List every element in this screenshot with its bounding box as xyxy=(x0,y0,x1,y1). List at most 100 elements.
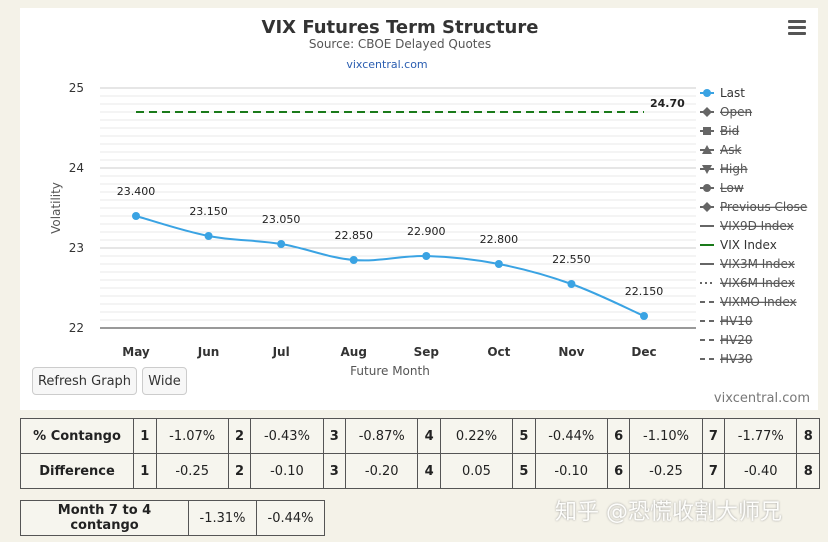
month-number: 7 xyxy=(701,453,726,489)
month-contango-table: Month 7 to 4 contango -1.31% -0.44% xyxy=(20,500,325,536)
last-data-label: 23.050 xyxy=(262,213,301,226)
legend-item[interactable]: High xyxy=(700,162,748,176)
month-number: 8 xyxy=(796,418,820,454)
month-contango-value: -1.31% xyxy=(188,500,257,536)
month-number: 6 xyxy=(606,418,631,454)
legend-label: Bid xyxy=(720,124,739,138)
legend-item[interactable]: Ask xyxy=(700,143,741,157)
last-data-point[interactable] xyxy=(640,312,648,320)
legend: Last Open Bid Ask High Low Previous Close VIX9D… xyxy=(700,86,807,366)
last-data-label: 22.150 xyxy=(625,285,664,298)
legend-item[interactable]: Low xyxy=(700,181,744,195)
y-axis-title: Volatility xyxy=(49,182,63,234)
x-axis-title: Future Month xyxy=(350,364,430,378)
last-data-label: 22.550 xyxy=(552,253,591,266)
legend-item[interactable]: Bid xyxy=(700,124,739,138)
contango-value: -1.77% xyxy=(724,418,798,454)
legend-label: Previous Close xyxy=(720,200,807,214)
vix-index-label: 24.70 xyxy=(650,97,685,110)
difference-value: -0.25 xyxy=(155,453,229,489)
legend-label: Ask xyxy=(720,143,741,157)
last-data-label: 22.800 xyxy=(480,233,519,246)
month-number: 4 xyxy=(417,418,441,454)
legend-label: HV20 xyxy=(720,333,753,347)
month-contango-label: Month 7 to 4 contango xyxy=(20,500,189,536)
month-number: 5 xyxy=(512,418,536,454)
legend-item[interactable]: HV20 xyxy=(700,333,753,347)
legend-marker xyxy=(702,165,712,174)
legend-label: High xyxy=(720,162,748,176)
legend-item[interactable]: VIX9D Index xyxy=(700,219,794,233)
legend-label: VIX3M Index xyxy=(720,257,795,271)
last-data-point[interactable] xyxy=(204,232,213,240)
legend-item[interactable]: HV30 xyxy=(700,352,753,366)
legend-label: VIX9D Index xyxy=(720,219,794,233)
legend-marker xyxy=(703,184,711,192)
month-contango-row: Month 7 to 4 contango -1.31% -0.44% xyxy=(20,500,325,536)
contango-value: -0.43% xyxy=(250,418,324,454)
x-tick-label: Jun xyxy=(197,345,220,359)
y-tick-label: 25 xyxy=(69,81,84,95)
contango-value: -1.10% xyxy=(629,418,703,454)
legend-label: HV10 xyxy=(720,314,753,328)
legend-item[interactable]: Last xyxy=(700,86,745,100)
legend-label: VIX Index xyxy=(720,238,777,252)
legend-item[interactable]: Open xyxy=(700,105,752,119)
chart-title: VIX Futures Term Structure xyxy=(262,17,539,38)
x-tick-label: Dec xyxy=(631,345,656,359)
refresh-graph-button[interactable]: Refresh Graph xyxy=(32,367,137,395)
legend-item[interactable]: Previous Close xyxy=(700,200,807,214)
tick-layer: 22 23 24 25 May Jun Jul Aug Sep Oct Nov Dec xyxy=(69,81,657,359)
chart-panel: VIX Futures Term Structure Source: CBOE … xyxy=(20,8,818,410)
last-data-point[interactable] xyxy=(567,280,576,288)
x-tick-label: Jul xyxy=(272,345,290,359)
contango-value: -0.87% xyxy=(345,418,419,454)
contango-value: -1.07% xyxy=(155,418,229,454)
last-data-point[interactable] xyxy=(349,256,358,264)
contango-row: % Contango 1 -1.07% 2 -0.43% 3 -0.87% 4 0.22% 5 -0… xyxy=(19,418,820,454)
month-number: 2 xyxy=(227,418,252,454)
month-number: 1 xyxy=(133,453,157,489)
x-tick-label: Sep xyxy=(414,345,440,359)
month-number: 8 xyxy=(796,453,820,489)
menu-icon[interactable] xyxy=(788,20,806,35)
last-data-label: 23.400 xyxy=(117,185,156,198)
source-link[interactable]: vixcentral.com xyxy=(346,58,427,71)
legend-marker xyxy=(703,89,711,97)
month-number: 5 xyxy=(512,453,536,489)
last-data-point[interactable] xyxy=(277,240,286,248)
difference-label: Difference xyxy=(19,453,135,489)
y-tick-label: 22 xyxy=(69,321,84,335)
month-number: 3 xyxy=(322,453,347,489)
legend-item[interactable]: VIX3M Index xyxy=(700,257,795,271)
difference-value: -0.25 xyxy=(629,453,703,489)
wide-button[interactable]: Wide xyxy=(142,367,187,395)
x-tick-label: Oct xyxy=(487,345,510,359)
y-tick-label: 24 xyxy=(69,161,84,175)
legend-label: HV30 xyxy=(720,352,753,366)
x-tick-label: May xyxy=(122,345,150,359)
month-number: 2 xyxy=(227,453,252,489)
difference-value: 0.05 xyxy=(439,453,514,489)
difference-value: -0.10 xyxy=(534,453,608,489)
difference-value: -0.10 xyxy=(250,453,324,489)
legend-item[interactable]: VIX6M Index xyxy=(700,276,795,290)
last-data-point[interactable] xyxy=(132,212,140,220)
legend-marker xyxy=(702,202,712,212)
x-tick-label: Aug xyxy=(341,345,367,359)
last-data-point[interactable] xyxy=(422,252,431,260)
legend-marker xyxy=(702,145,712,154)
legend-item[interactable]: VIXMO Index xyxy=(700,295,797,309)
chart-credit[interactable]: vixcentral.com xyxy=(714,391,810,406)
difference-value: -0.40 xyxy=(724,453,798,489)
legend-item[interactable]: VIX Index xyxy=(700,238,777,252)
contango-value: -0.44% xyxy=(534,418,608,454)
month-number: 4 xyxy=(417,453,441,489)
legend-marker xyxy=(703,127,711,135)
x-tick-label: Nov xyxy=(558,345,584,359)
month-number: 3 xyxy=(322,418,347,454)
last-data-point[interactable] xyxy=(494,260,503,268)
difference-value: -0.20 xyxy=(345,453,419,489)
chart-subtitle: Source: CBOE Delayed Quotes xyxy=(309,37,491,51)
legend-item[interactable]: HV10 xyxy=(700,314,753,328)
